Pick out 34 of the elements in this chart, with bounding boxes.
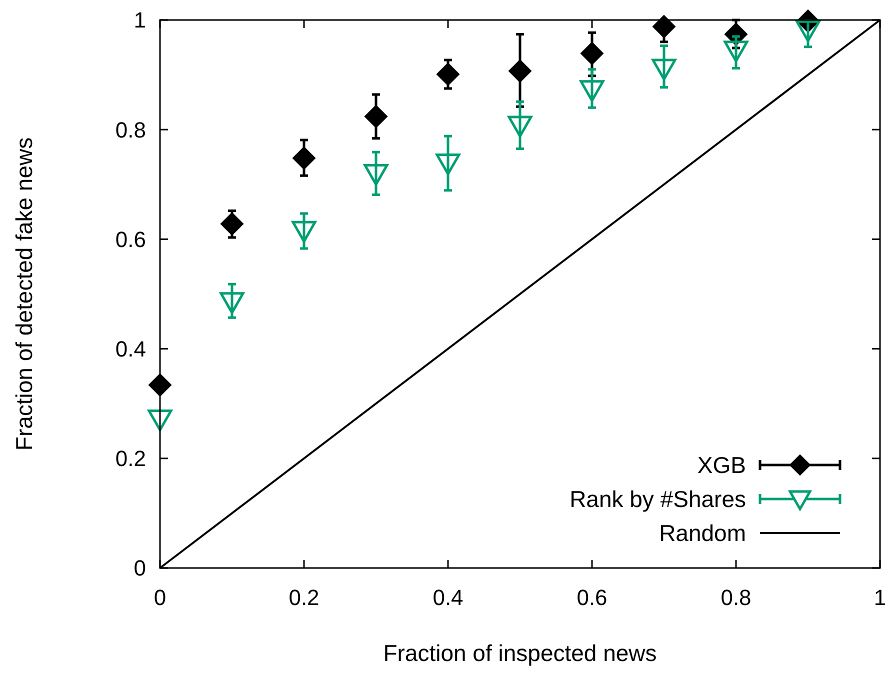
x-tick-label: 0 [154, 585, 166, 610]
x-tick-label: 0.8 [720, 585, 752, 610]
legend-label: XGB [697, 452, 746, 478]
point [796, 20, 820, 42]
point [652, 58, 676, 80]
point [580, 42, 604, 65]
point [148, 409, 172, 432]
point [292, 220, 316, 243]
point [508, 60, 532, 82]
y-tick-label: 0.8 [115, 117, 146, 142]
point [508, 116, 532, 138]
y-tick-label: 0.6 [115, 226, 146, 252]
point [724, 40, 748, 62]
y-tick-label: 1 [134, 8, 146, 33]
x-axis-title: Fraction of inspected news [383, 640, 657, 666]
legend-label: Random [659, 520, 746, 546]
point [364, 105, 388, 128]
point [436, 154, 460, 176]
x-tick-label: 0.6 [576, 585, 608, 610]
point [220, 292, 244, 314]
x-tick-label: 0.4 [432, 585, 464, 610]
point [580, 80, 604, 102]
legend-label: Rank by #Shares [570, 486, 746, 512]
point [220, 212, 244, 236]
y-tick-label: 0 [134, 556, 146, 581]
point [436, 63, 460, 86]
point [292, 146, 316, 170]
point [652, 15, 676, 38]
point [364, 164, 388, 186]
y-tick-label: 0.2 [115, 446, 146, 472]
y-tick-label: 0.4 [115, 336, 146, 362]
x-tick-label: 1 [874, 585, 885, 610]
x-tick-label: 0.2 [288, 585, 320, 610]
y-axis-title: Fraction of detected fake news [11, 137, 37, 451]
